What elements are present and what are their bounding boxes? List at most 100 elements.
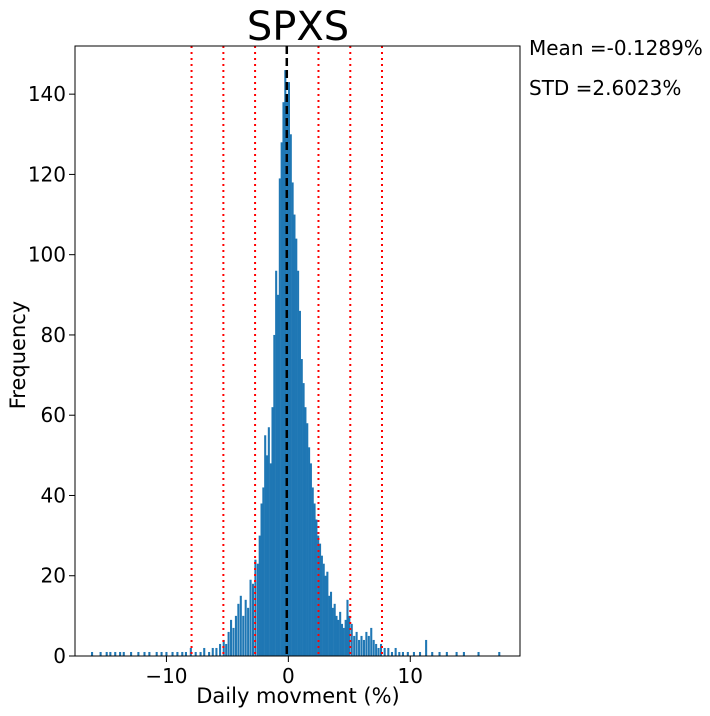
- histogram-bar: [165, 651, 168, 656]
- histogram-bar: [335, 615, 338, 656]
- histogram-bar: [379, 643, 383, 656]
- x-axis-ticks: −10 0 10: [145, 656, 423, 688]
- histogram-bar: [237, 603, 240, 656]
- histogram-bar: [498, 651, 501, 656]
- histogram-bar: [208, 651, 211, 656]
- histogram-bar: [137, 651, 140, 656]
- histogram-bar: [306, 423, 309, 656]
- histogram-bar: [315, 519, 318, 656]
- mean-annotation: Mean =-0.1289%: [529, 36, 703, 60]
- histogram-bar: [340, 623, 344, 656]
- histogram-bar: [319, 543, 322, 656]
- histogram-bar: [358, 639, 361, 656]
- histogram-bar: [254, 559, 257, 656]
- histogram-bar: [155, 651, 158, 656]
- histogram-bar: [297, 270, 300, 656]
- histogram-bar: [225, 643, 228, 656]
- histogram-bar: [320, 555, 323, 656]
- histogram-bar: [244, 599, 247, 656]
- histogram-bar: [264, 435, 267, 656]
- histogram-bar: [438, 651, 441, 656]
- histogram-bar: [99, 651, 102, 656]
- x-tick-label: −10: [145, 664, 187, 688]
- histogram-bar: [406, 651, 409, 656]
- histogram-bar: [271, 407, 274, 656]
- histogram-bar: [211, 647, 214, 656]
- histogram-bar: [344, 619, 347, 656]
- histogram-bar: [346, 599, 349, 656]
- histogram-bar: [275, 270, 278, 656]
- axes-frame: [74, 45, 521, 657]
- histogram-bar: [276, 294, 280, 656]
- histogram-bar: [265, 455, 269, 656]
- histogram-bar: [360, 635, 363, 656]
- histogram-bar: [462, 651, 465, 656]
- histogram-bar: [247, 607, 250, 656]
- histogram-bar: [365, 631, 368, 656]
- histogram-bar: [455, 651, 458, 656]
- histogram-bar: [300, 359, 303, 656]
- histogram-bar: [176, 651, 179, 656]
- histogram-bar: [445, 651, 448, 656]
- histogram-bar: [311, 487, 314, 656]
- histogram-bar: [326, 571, 329, 656]
- histogram-bar: [313, 503, 316, 656]
- histogram-bar: [227, 631, 230, 656]
- histogram-bar: [322, 563, 325, 656]
- histogram-bar: [130, 651, 133, 656]
- histogram-bar: [114, 651, 117, 656]
- histogram-bar: [215, 647, 218, 656]
- histogram-bar: [280, 142, 283, 656]
- reference-lines: [190, 46, 383, 656]
- histogram-bar: [309, 463, 312, 656]
- histogram-bar: [119, 651, 122, 656]
- histogram-bar: [267, 427, 270, 656]
- histogram-bar: [324, 575, 327, 656]
- histogram-bar: [298, 310, 301, 656]
- histogram-bar: [289, 134, 292, 657]
- histogram-bar: [350, 623, 353, 656]
- x-tick-label: 10: [398, 664, 423, 688]
- histogram-bar: [431, 651, 434, 656]
- histogram-bar: [477, 651, 480, 656]
- histogram-bar: [355, 631, 358, 656]
- histogram-bar: [372, 639, 375, 656]
- y-tick-label: 80: [41, 323, 66, 347]
- histogram-bar: [282, 102, 285, 657]
- histogram-bar: [333, 603, 336, 656]
- y-tick-label: 40: [41, 483, 66, 507]
- histogram-bar: [184, 651, 187, 656]
- y-axis-ticks: 0 20 40 60 80 100 120 140: [28, 82, 75, 668]
- histogram-bar: [219, 643, 222, 656]
- histogram-bar: [387, 647, 390, 656]
- histogram-bar: [302, 383, 305, 656]
- histogram-bar: [342, 627, 345, 656]
- histogram-bar: [256, 563, 259, 656]
- histogram-bar: [273, 334, 276, 656]
- chart-title: SPXS: [247, 4, 349, 50]
- histogram-bar: [317, 535, 320, 656]
- histogram-bar: [412, 651, 415, 656]
- histogram-bar: [269, 463, 272, 656]
- histogram-bar: [143, 651, 146, 656]
- histogram-bar: [251, 583, 255, 656]
- histogram-bar: [278, 178, 281, 656]
- histogram-bar: [260, 503, 263, 656]
- histogram-bar: [418, 651, 422, 656]
- histogram-bar: [230, 619, 233, 656]
- histogram-bar: [367, 635, 370, 656]
- histogram-bar: [160, 651, 163, 656]
- histogram-bar: [189, 647, 192, 656]
- histogram-bar: [339, 611, 342, 656]
- histogram-bar: [291, 182, 294, 656]
- histogram-bar: [377, 647, 380, 656]
- histogram-bar: [232, 627, 235, 656]
- histogram-bar: [308, 447, 311, 656]
- histogram-bar: [353, 635, 356, 656]
- histogram-bar: [394, 647, 397, 656]
- y-tick-label: 140: [28, 82, 66, 106]
- histogram-bar: [239, 595, 242, 656]
- y-tick-label: 100: [28, 243, 66, 267]
- histogram-bar: [91, 651, 94, 656]
- histogram-bar: [293, 214, 296, 657]
